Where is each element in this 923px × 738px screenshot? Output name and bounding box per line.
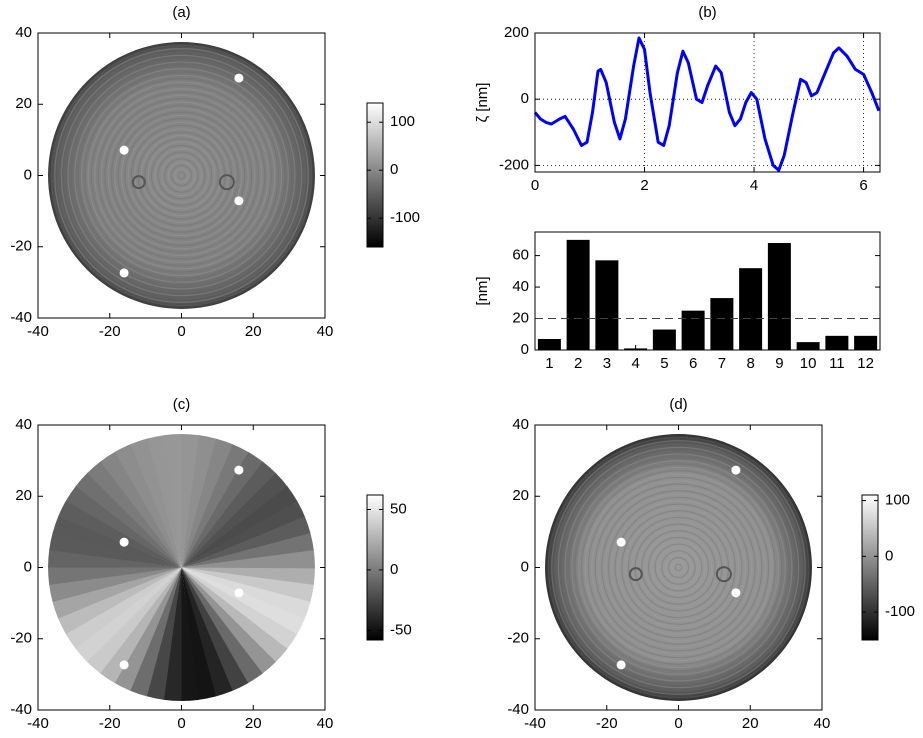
- y-tick-label: -20: [507, 630, 529, 647]
- image-spot: [731, 588, 740, 597]
- x-tick-label: 7: [718, 355, 726, 372]
- y-tick-label: 20: [15, 95, 32, 112]
- x-tick-label: 6: [689, 355, 697, 372]
- x-tick-label: 40: [317, 323, 334, 340]
- x-tick-label: -40: [27, 715, 49, 732]
- image-spot: [617, 660, 626, 669]
- x-tick-label: 10: [800, 355, 817, 372]
- x-tick-label: 40: [814, 715, 831, 732]
- x-tick-label: 0: [674, 715, 682, 732]
- x-tick-label: 20: [245, 715, 262, 732]
- x-tick-label: 0: [177, 715, 185, 732]
- x-tick-label: 2: [640, 177, 648, 194]
- panel-title: (b): [698, 4, 716, 21]
- page: (a)-40-2002040-40-2002040-1000100(b)-200…: [0, 0, 923, 738]
- panel-title: (d): [669, 396, 687, 413]
- x-tick-label: 2: [574, 355, 582, 372]
- y-tick-label: 60: [512, 247, 529, 264]
- colorbar-tick-label: -100: [390, 209, 420, 226]
- colorbar-tick-label: -50: [390, 621, 412, 638]
- x-tick-label: 3: [603, 355, 611, 372]
- x-tick-label: -20: [99, 323, 121, 340]
- colorbar-tick-label: 100: [390, 113, 415, 130]
- bar: [567, 240, 590, 350]
- colorbar: [862, 495, 878, 640]
- y-tick-label: 20: [512, 487, 529, 504]
- x-tick-label: 4: [631, 355, 639, 372]
- x-tick-label: 12: [857, 355, 874, 372]
- colorbar-tick-label: 0: [390, 161, 398, 178]
- image: [48, 42, 315, 309]
- y-tick-label: 40: [15, 416, 32, 433]
- image: [48, 434, 315, 701]
- y-tick-label: 0: [24, 558, 32, 575]
- x-tick-label: 8: [746, 355, 754, 372]
- y-tick-label: -20: [10, 630, 32, 647]
- x-tick-label: -40: [524, 715, 546, 732]
- y-tick-label: 20: [15, 487, 32, 504]
- panel-title: (c): [173, 396, 191, 413]
- y-tick-label: 40: [512, 278, 529, 295]
- image-spot: [120, 538, 129, 547]
- colorbar: [367, 103, 383, 247]
- image-spot: [234, 466, 243, 475]
- y-tick-label: -20: [10, 238, 32, 255]
- image-spot: [120, 146, 129, 155]
- image-spot: [120, 268, 129, 277]
- x-tick-label: 5: [660, 355, 668, 372]
- y-tick-label: 200: [504, 24, 529, 41]
- x-tick-label: 0: [177, 323, 185, 340]
- y-tick-label: 40: [512, 416, 529, 433]
- y-tick-label: 40: [15, 24, 32, 41]
- image-spot: [120, 660, 129, 669]
- x-tick-label: 20: [245, 323, 262, 340]
- x-tick-label: -20: [99, 715, 121, 732]
- image-spot: [731, 466, 740, 475]
- colorbar-tick-label: -100: [885, 603, 915, 620]
- x-tick-label: 4: [750, 177, 758, 194]
- y-tick-label: 0: [521, 90, 529, 107]
- colorbar-tick-label: 100: [885, 492, 910, 509]
- image-spot: [234, 588, 243, 597]
- panel-title: (a): [172, 4, 190, 21]
- x-tick-label: 1: [545, 355, 553, 372]
- y-tick-label: 20: [512, 310, 529, 327]
- y-tick-label: 0: [24, 166, 32, 183]
- x-tick-label: 6: [859, 177, 867, 194]
- line-series: [535, 38, 879, 170]
- y-tick-label: -200: [499, 156, 529, 173]
- x-tick-label: -40: [27, 323, 49, 340]
- bar: [682, 311, 705, 350]
- x-tick-label: 20: [742, 715, 759, 732]
- bar: [710, 298, 733, 350]
- y-tick-label: 0: [521, 558, 529, 575]
- x-tick-label: -20: [596, 715, 618, 732]
- x-tick-label: 40: [317, 715, 334, 732]
- x-tick-label: 11: [829, 355, 845, 372]
- colorbar-tick-label: 50: [390, 500, 407, 517]
- y-axis-label: [nm]: [474, 276, 491, 305]
- bar: [768, 243, 791, 350]
- colorbar-tick-label: 0: [390, 561, 398, 578]
- y-axis-label: ζ [nm]: [474, 83, 491, 123]
- image-spot: [234, 74, 243, 83]
- bar: [739, 268, 762, 350]
- bar: [595, 260, 618, 350]
- image: [545, 434, 812, 701]
- image-spot: [234, 196, 243, 205]
- colorbar: [367, 495, 383, 640]
- colorbar-tick-label: 0: [885, 547, 893, 564]
- image-spot: [617, 538, 626, 547]
- x-tick-label: 0: [531, 177, 539, 194]
- y-tick-label: 0: [521, 341, 529, 358]
- x-tick-label: 9: [775, 355, 783, 372]
- figure: (a)-40-2002040-40-2002040-1000100(b)-200…: [0, 0, 923, 738]
- axes-frame: [535, 33, 880, 172]
